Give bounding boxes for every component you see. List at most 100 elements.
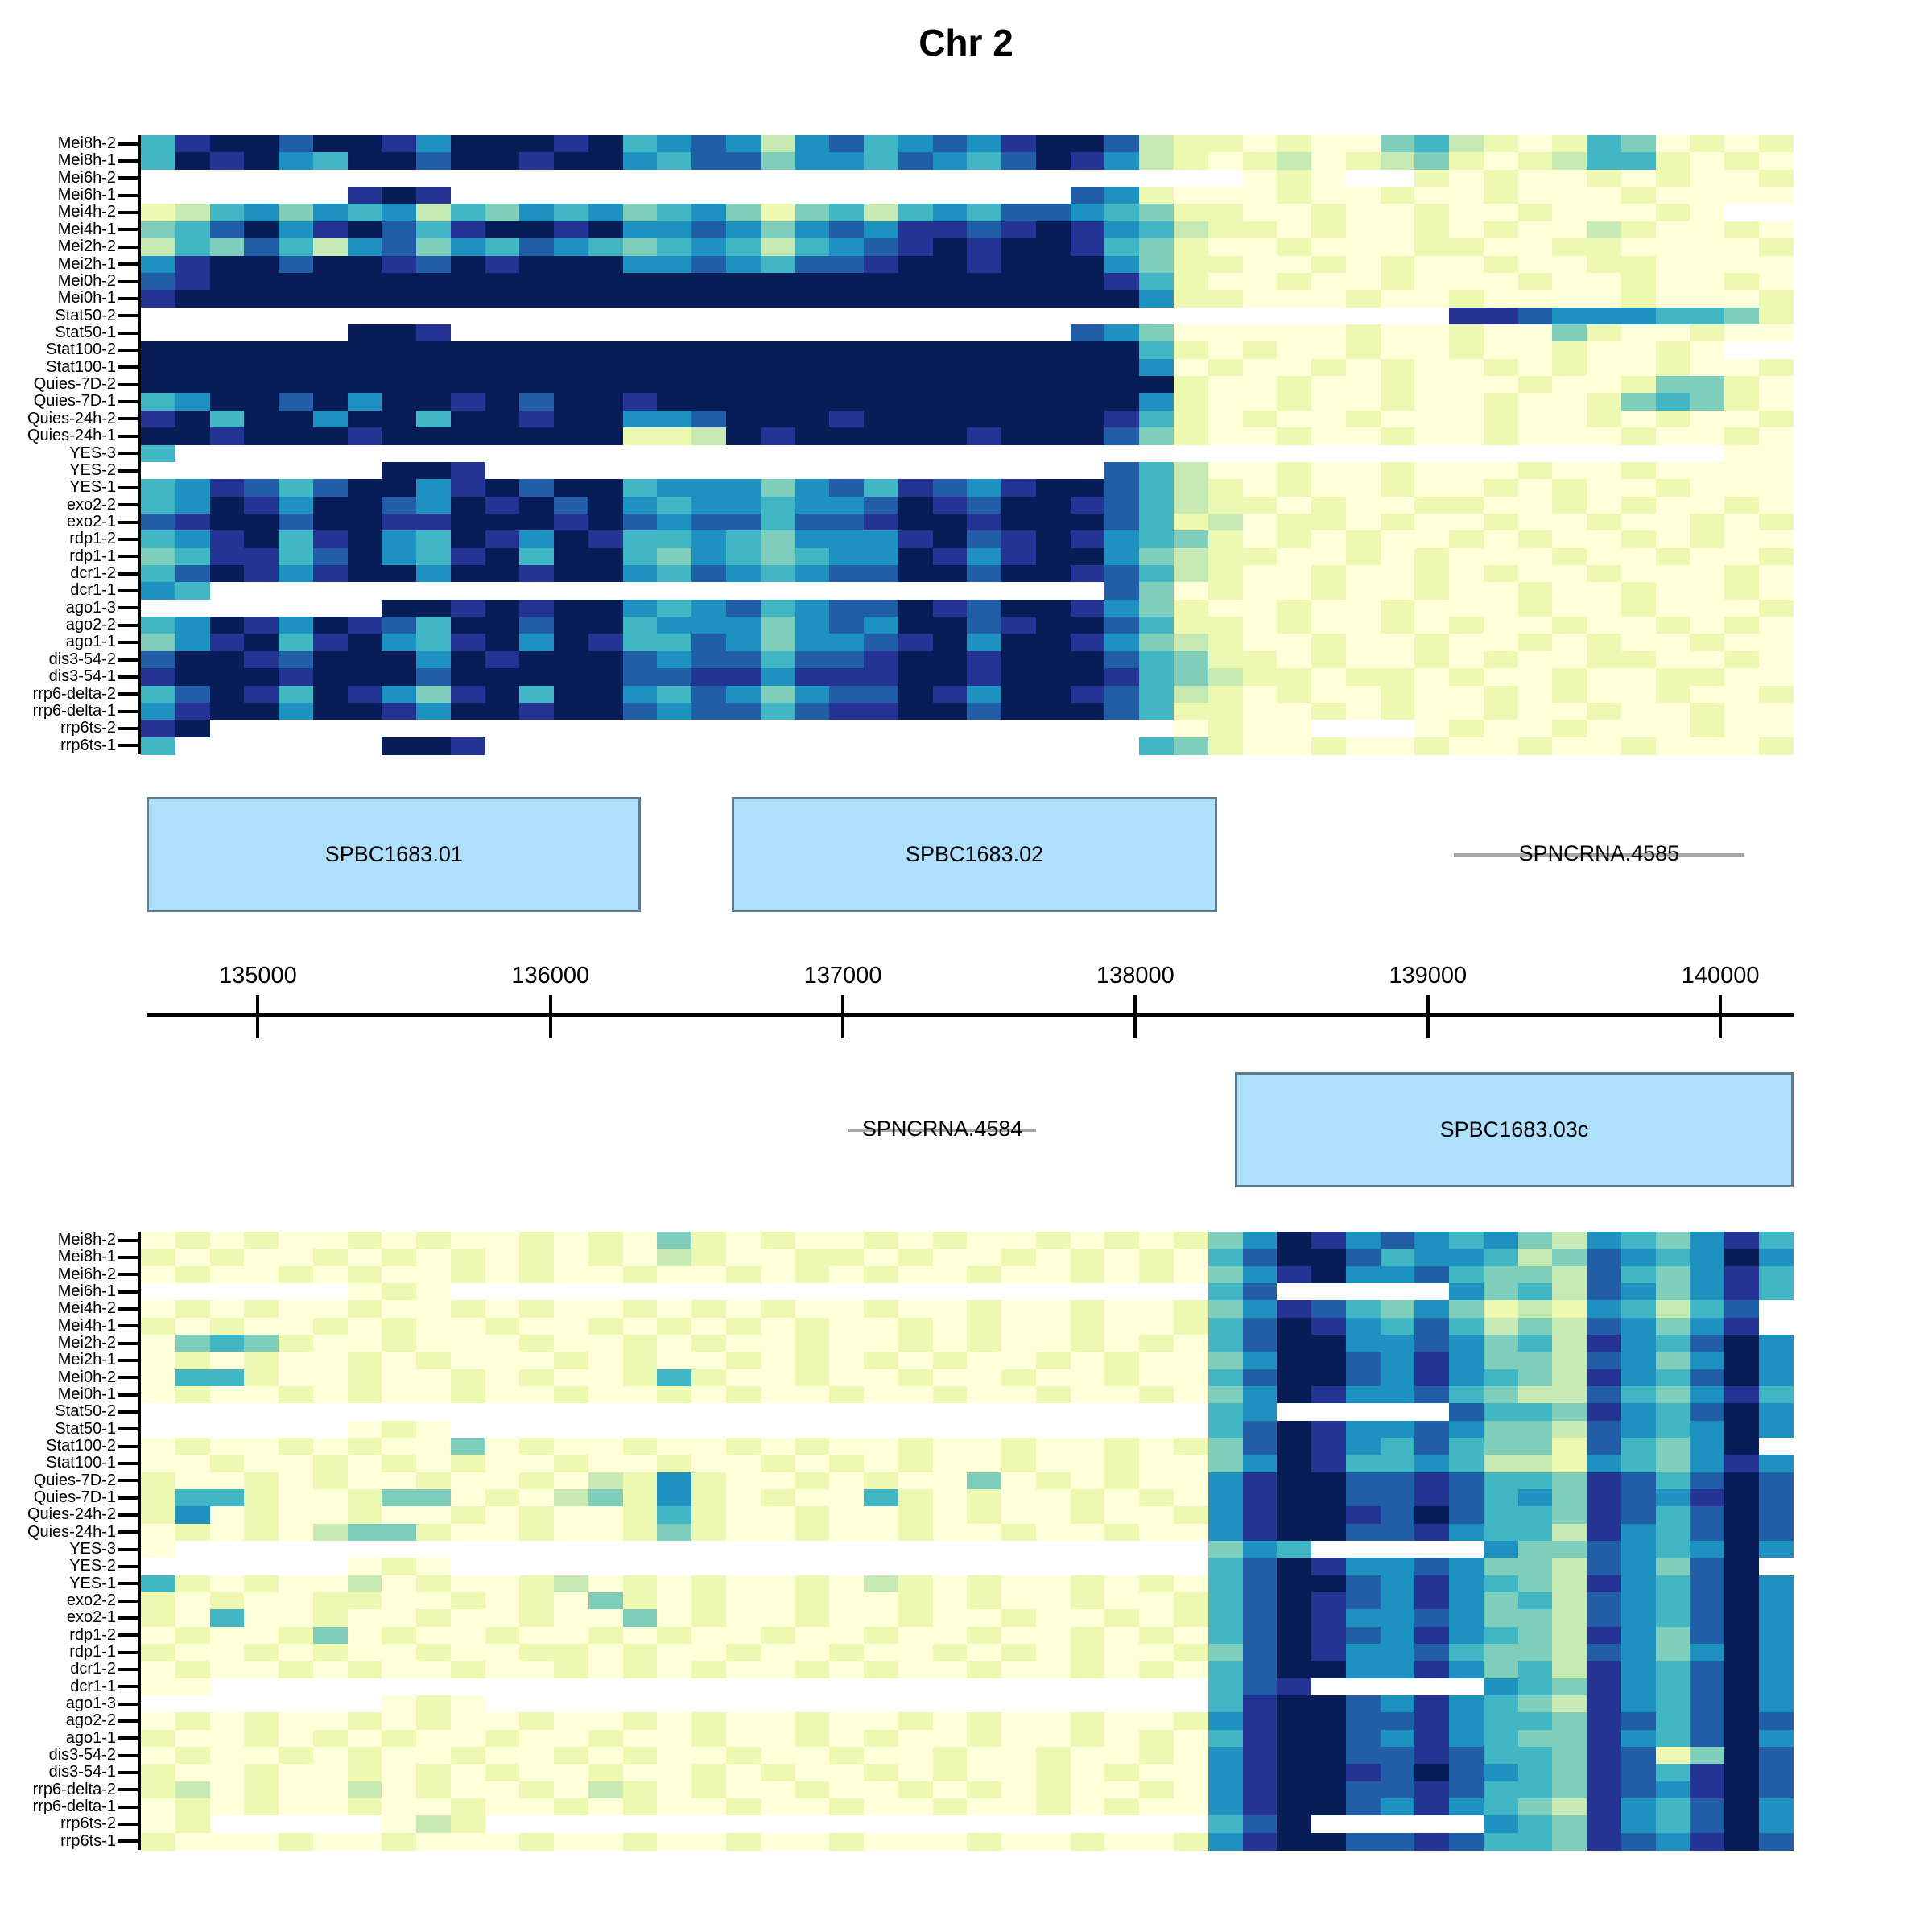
- heatmap-cell: [1277, 1472, 1312, 1490]
- heatmap-cell: [967, 1712, 1002, 1731]
- heatmap-cell: [1104, 1609, 1140, 1628]
- heatmap-cell: [244, 1661, 279, 1679]
- heatmap-cell: [795, 187, 830, 205]
- heatmap-cell: [1104, 650, 1140, 669]
- heatmap-cell: [209, 272, 245, 291]
- heatmap-cell: [1449, 221, 1484, 239]
- heatmap-cell: [588, 702, 623, 720]
- row-label: YES-1: [69, 478, 116, 497]
- heatmap-cell: [347, 479, 382, 497]
- heatmap-cell: [1311, 685, 1346, 704]
- heatmap-cell: [1070, 1626, 1105, 1645]
- heatmap-cell: [312, 1420, 348, 1439]
- heatmap-cell: [1208, 272, 1243, 291]
- heatmap-cell: [726, 169, 761, 188]
- heatmap-cell: [519, 1386, 555, 1404]
- heatmap-cell: [898, 702, 933, 720]
- heatmap-cell: [485, 1815, 520, 1834]
- heatmap-cell: [1414, 152, 1450, 171]
- heatmap-cell: [244, 737, 279, 755]
- row-tick: [118, 1599, 138, 1603]
- heatmap-cell: [795, 702, 830, 720]
- heatmap-cell: [1380, 565, 1415, 583]
- heatmap-cell: [382, 290, 417, 308]
- heatmap-cell: [1414, 1747, 1450, 1765]
- heatmap-cell: [864, 582, 898, 601]
- heatmap-cell: [1655, 1661, 1690, 1679]
- heatmap-cell: [485, 444, 520, 463]
- heatmap-cell: [1104, 1438, 1140, 1455]
- heatmap-row: [141, 1541, 1794, 1558]
- heatmap-cell: [1449, 530, 1484, 549]
- row-label: Quies-24h-2: [27, 409, 116, 427]
- heatmap-cell: [1035, 341, 1071, 360]
- heatmap-cell: [1414, 547, 1450, 566]
- heatmap-cell: [588, 307, 623, 325]
- heatmap-cell: [726, 1300, 761, 1319]
- heatmap-cell: [1001, 376, 1036, 394]
- heatmap-cell: [1690, 427, 1725, 446]
- heatmap-cell: [1414, 135, 1450, 153]
- heatmap-cell: [588, 1352, 623, 1370]
- heatmap-cell: [1001, 737, 1036, 755]
- heatmap-cell: [485, 513, 520, 531]
- heatmap-cell: [726, 599, 761, 617]
- heatmap-cell: [1208, 1438, 1243, 1455]
- heatmap-cell: [519, 1300, 555, 1319]
- heatmap-cell: [1277, 582, 1312, 601]
- heatmap-cell: [1242, 290, 1278, 308]
- heatmap-row: [141, 1661, 1794, 1679]
- heatmap-cell: [691, 1764, 727, 1782]
- heatmap-cell: [175, 702, 210, 720]
- heatmap-cell: [1001, 565, 1036, 583]
- heatmap-row: [141, 685, 1794, 704]
- heatmap-cell: [1587, 427, 1621, 446]
- heatmap-cell: [450, 427, 485, 446]
- heatmap-cell: [1758, 1368, 1794, 1387]
- heatmap-cell: [312, 187, 348, 205]
- row-tick: [118, 296, 138, 300]
- heatmap-cell: [519, 1558, 555, 1576]
- heatmap-cell: [554, 737, 588, 755]
- heatmap-cell: [554, 1712, 588, 1731]
- heatmap-cell: [1380, 496, 1415, 514]
- heatmap-cell: [1104, 1644, 1140, 1662]
- heatmap-cell: [1277, 221, 1312, 239]
- heatmap-cell: [1758, 272, 1794, 291]
- heatmap-cell: [347, 530, 382, 549]
- heatmap-cell: [1620, 376, 1656, 394]
- heatmap-cell: [622, 1352, 658, 1370]
- heatmap-cell: [622, 1781, 658, 1799]
- heatmap-cell: [760, 1317, 795, 1335]
- heatmap-cell: [932, 169, 968, 188]
- heatmap-cell: [932, 582, 968, 601]
- heatmap-cell: [1655, 582, 1690, 601]
- heatmap-cell: [588, 496, 623, 514]
- heatmap-cell: [967, 1523, 1002, 1542]
- heatmap-cell: [864, 737, 898, 755]
- heatmap-cell: [312, 599, 348, 617]
- heatmap-cell: [1655, 1232, 1690, 1249]
- heatmap-cell: [1277, 1609, 1312, 1628]
- heatmap-cell: [726, 152, 761, 171]
- heatmap-cell: [1208, 1592, 1243, 1610]
- heatmap-row: [141, 1455, 1794, 1473]
- heatmap-cell: [244, 650, 279, 669]
- heatmap-cell: [795, 1472, 830, 1490]
- heatmap-cell: [1655, 1283, 1690, 1301]
- heatmap-cell: [1690, 1558, 1725, 1576]
- heatmap-cell: [1173, 565, 1208, 583]
- heatmap-cell: [279, 255, 313, 274]
- heatmap-cell: [760, 272, 795, 291]
- heatmap-cell: [588, 1729, 623, 1748]
- heatmap-cell: [1724, 1300, 1759, 1319]
- heatmap-cell: [726, 582, 761, 601]
- heatmap-cell: [416, 1265, 451, 1284]
- heatmap-cell: [1724, 1661, 1759, 1679]
- heatmap-cell: [312, 685, 348, 704]
- heatmap-cell: [554, 255, 588, 274]
- heatmap-cell: [312, 1678, 348, 1696]
- heatmap-cell: [622, 1368, 658, 1387]
- heatmap-cell: [864, 1403, 898, 1422]
- heatmap-cell: [1208, 685, 1243, 704]
